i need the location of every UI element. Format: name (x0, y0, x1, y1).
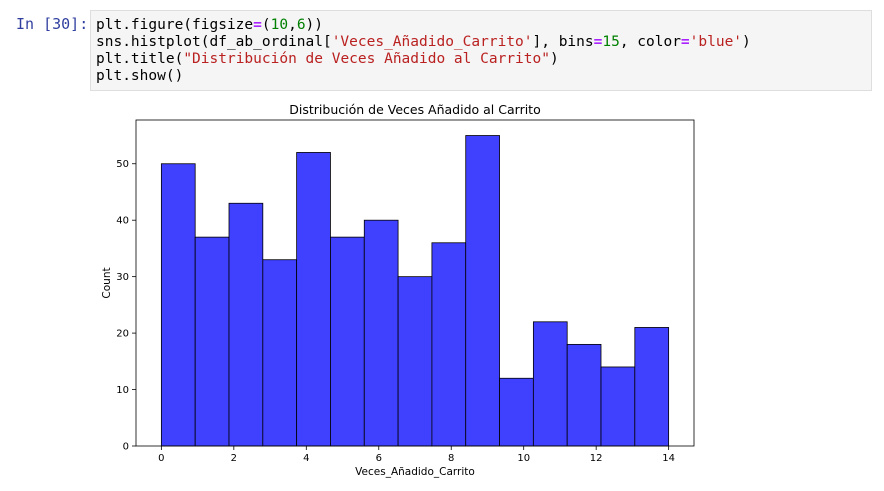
histogram-bar (634, 327, 670, 447)
histogram-bar (532, 321, 568, 447)
histogram-bar (499, 377, 534, 447)
histogram-bar (363, 219, 399, 447)
code-token: 'Veces_Añadido_Carrito' (331, 34, 533, 50)
cell-prompt: In [30]: (16, 15, 89, 33)
code-line: plt.title("Distribución de Veces Añadido… (96, 51, 751, 68)
x-tick-label: 6 (376, 453, 382, 464)
x-tick-label: 8 (448, 453, 454, 464)
histogram-chart: Distribución de Veces Añadido al Carrito… (101, 102, 695, 478)
code-line: sns.histplot(df_ab_ordinal['Veces_Añadid… (96, 34, 751, 51)
histogram-bar (262, 259, 298, 447)
histogram-bar (397, 276, 433, 447)
code-token: 6 (296, 17, 306, 33)
code-token: ( (261, 17, 271, 33)
code-token: = (593, 34, 603, 50)
chart-title: Distribución de Veces Añadido al Carrito (289, 102, 540, 117)
code-token: = (253, 17, 262, 33)
histogram-bar (228, 202, 264, 447)
code-token: 10 (270, 17, 289, 33)
histogram-bar (600, 366, 636, 447)
code-token: sns.histplot(df_ab_ordinal[ (96, 34, 332, 50)
y-axis-label: Count (101, 267, 113, 298)
x-tick-label: 10 (517, 453, 530, 464)
x-tick-label: 4 (303, 453, 309, 464)
code-token: , color (619, 34, 681, 50)
histogram-bar (194, 236, 230, 447)
code-token: = (680, 34, 690, 50)
histogram-bar (431, 242, 467, 447)
y-tick-label: 40 (116, 216, 129, 227)
code-token: plt.show() (96, 68, 184, 84)
x-tick-label: 14 (662, 453, 675, 464)
code-line: plt.show() (96, 68, 751, 85)
code-token: , (288, 17, 297, 33)
y-tick-label: 50 (116, 159, 129, 170)
code-token: 15 (602, 34, 620, 50)
histogram-bar (160, 163, 196, 447)
code-token: plt.figure(figsize (96, 17, 254, 33)
code-editor[interactable]: plt.figure(figsize=(10,6)) sns.histplot(d… (96, 17, 751, 85)
code-token: "Distribución de Veces Añadido al Carrit… (183, 51, 550, 67)
output-area: Distribución de Veces Añadido al Carrito… (90, 95, 872, 487)
code-line: plt.figure(figsize=(10,6)) (96, 17, 751, 34)
y-tick-label: 10 (116, 385, 129, 396)
y-tick-label: 0 (123, 442, 129, 453)
x-tick-label: 0 (158, 453, 164, 464)
x-tick-label: 2 (231, 453, 237, 464)
x-axis-label: Veces_Añadido_Carrito (355, 466, 475, 478)
x-tick-label: 12 (590, 453, 603, 464)
code-token: ) (549, 51, 559, 67)
plot-frame (135, 119, 695, 447)
code-token: ], bins (532, 34, 594, 50)
code-cell[interactable]: plt.figure(figsize=(10,6)) sns.histplot(d… (90, 10, 872, 91)
code-token: )) (305, 17, 324, 33)
y-tick-label: 30 (116, 272, 129, 283)
y-tick-label: 20 (116, 329, 129, 340)
histogram-bar (566, 343, 602, 447)
histogram-bar (330, 236, 365, 447)
code-token: 'blue' (689, 34, 743, 50)
code-token: plt.title( (96, 51, 184, 67)
histogram-bar (296, 152, 331, 447)
code-token: ) (742, 34, 751, 50)
histogram-bar (465, 135, 500, 447)
